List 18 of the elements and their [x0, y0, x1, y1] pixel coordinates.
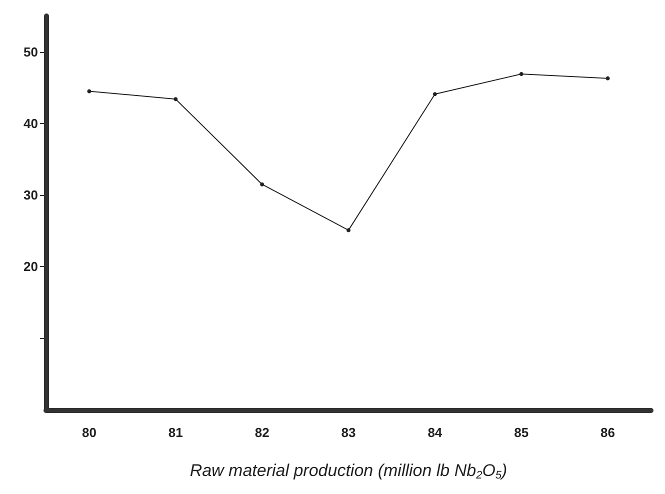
y-tick-label: 50: [24, 44, 38, 60]
point: [346, 228, 350, 232]
x-tick-label: 86: [600, 425, 616, 440]
point: [174, 97, 178, 102]
x-tick-label: 81: [168, 425, 183, 440]
point: [519, 72, 524, 76]
x-tick-label: 83: [341, 425, 356, 440]
y-tick-label: 40: [24, 116, 38, 131]
point: [606, 76, 610, 80]
x-tick-label: 84: [428, 425, 443, 440]
point: [260, 182, 264, 186]
x-tick-label: 85: [514, 425, 529, 440]
y-tick-label: 30: [24, 188, 38, 203]
point: [432, 92, 437, 96]
x-tick-label: 82: [254, 425, 270, 440]
y-tick-label: 20: [24, 259, 38, 274]
point: [87, 89, 92, 94]
x-tick-label: 80: [82, 425, 96, 440]
